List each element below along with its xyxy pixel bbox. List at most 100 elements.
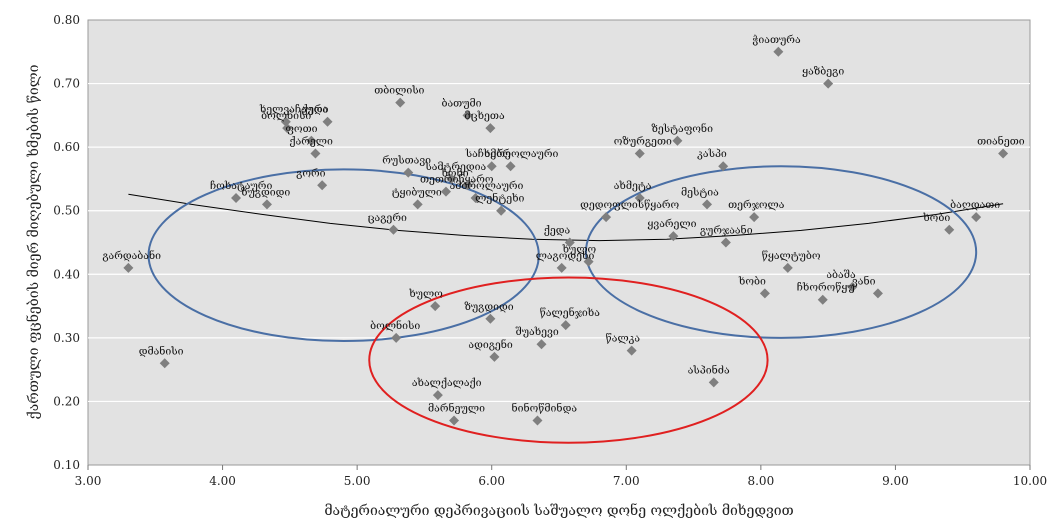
data-point	[720, 237, 731, 248]
data-point	[749, 212, 760, 223]
data-point	[626, 345, 637, 356]
data-point	[759, 288, 770, 299]
data-point	[261, 199, 272, 210]
data-label: გურჯაანი	[700, 224, 753, 237]
data-point	[470, 193, 481, 203]
data-point	[432, 390, 443, 401]
data-point	[462, 110, 473, 121]
data-point	[440, 186, 451, 197]
data-point	[496, 205, 507, 216]
plot-area	[87, 19, 1031, 466]
x-tick-label: 4.00	[209, 474, 236, 488]
data-point	[489, 351, 500, 362]
data-point	[282, 123, 293, 134]
data-label: ქედა	[544, 225, 571, 237]
data-label: ბაღდათი	[950, 199, 1000, 211]
data-label: წალკა	[606, 333, 641, 345]
data-points	[123, 46, 1009, 426]
data-point	[536, 339, 547, 350]
data-label: გარდაბანი	[102, 249, 161, 262]
data-label: წყალტუბო	[762, 250, 821, 262]
data-point	[391, 332, 402, 343]
data-point	[847, 282, 858, 292]
data-label: ტყიბული	[392, 186, 442, 198]
data-label: ხონი	[440, 166, 468, 179]
data-label: მარნეული	[428, 402, 485, 415]
data-label: მესტია	[681, 186, 719, 198]
data-point	[388, 224, 399, 235]
data-point	[412, 199, 423, 210]
data-label: შუახევი	[516, 326, 559, 338]
data-label: კასპი	[697, 148, 727, 160]
data-label: ხულო	[408, 288, 443, 300]
data-label: ბათუმი	[441, 97, 481, 109]
data-label: წალენჯიხა	[540, 306, 600, 319]
y-tick-label: 0.30	[53, 331, 80, 345]
data-label: მცხეთა	[464, 110, 505, 122]
ellipse-group	[147, 165, 978, 444]
data-label: ყაზბეგი	[802, 66, 844, 78]
data-point	[583, 256, 594, 267]
data-point	[322, 116, 333, 127]
x-tick-label: 3.00	[75, 474, 102, 488]
data-label: ქედა	[302, 104, 329, 116]
x-tick-label: 6.00	[478, 474, 505, 488]
data-label: ვანი	[852, 274, 876, 287]
trendline	[128, 193, 1004, 242]
data-label: თიანეთი	[977, 135, 1025, 148]
data-label: ამბროლაური	[485, 148, 559, 160]
data-point	[231, 193, 242, 203]
data-point	[403, 167, 414, 178]
data-point	[532, 415, 543, 426]
data-label: დედოფლისწყარო	[580, 199, 679, 211]
highlight-ellipse	[147, 168, 540, 343]
data-point	[280, 116, 291, 127]
y-tick-label: 0.20	[53, 394, 80, 408]
data-point	[998, 148, 1009, 159]
data-label: გორი	[296, 167, 326, 179]
data-label: ბოლნისი	[370, 319, 420, 332]
data-point	[672, 135, 683, 146]
data-point	[486, 161, 497, 172]
data-point	[317, 180, 328, 191]
tick-labels: 0.10 0.20 0.30 0.40 0.50 0.60 0.70 0.80 3.00 4.00…	[53, 13, 1047, 488]
data-point	[449, 415, 460, 426]
data-label: ხობი	[922, 212, 950, 224]
highlight-ellipse	[584, 165, 978, 339]
data-point	[944, 224, 955, 235]
data-label: ლაგოდეხი	[536, 250, 595, 262]
data-point	[823, 78, 834, 89]
data-label: თერჯოლა	[728, 199, 785, 211]
data-point	[702, 199, 713, 210]
y-tick-label: 0.70	[53, 77, 80, 91]
y-tick-label: 0.60	[53, 140, 80, 154]
data-label: თეთრიწყარო	[420, 174, 494, 186]
data-label: სამტრედია	[424, 161, 486, 173]
y-tick-label: 0.80	[53, 13, 80, 27]
x-tick-label: 5.00	[344, 474, 371, 488]
data-label: ქარელი	[289, 136, 333, 148]
data-label: ზუგდიდი	[464, 301, 513, 313]
data-label: ახალქალაქი	[412, 377, 482, 389]
data-point	[430, 301, 441, 312]
x-tick-label: 9.00	[882, 474, 909, 488]
data-label: ამბროლაური	[450, 180, 524, 192]
data-label: ცაგერი	[367, 212, 406, 224]
data-point	[708, 377, 719, 388]
data-point	[556, 262, 567, 273]
data-point	[718, 161, 729, 172]
x-axis-title: მატერიალური დეპრივაციის საშუალო დონე ოლქ…	[324, 501, 793, 519]
data-label: ახმეტა	[614, 180, 652, 192]
data-point	[462, 180, 473, 191]
data-label: ჭიათურა	[752, 34, 801, 46]
data-point	[601, 212, 612, 223]
data-label: ფოთი	[285, 123, 317, 135]
y-axis-title: ქართული ფცნების მიერ მიღებული ხმების წილ…	[24, 64, 42, 419]
data-point	[634, 193, 645, 203]
data-point	[971, 212, 982, 223]
data-label: ბოლნისი	[261, 109, 311, 122]
data-label: ოზურგეთი	[614, 136, 672, 148]
point-labels: ჭიათურა ყაზბეგი თიანეთი თბილისი ბათუმიმცხეთა…	[102, 34, 1024, 415]
x-tick-label: 10.00	[1013, 474, 1047, 488]
